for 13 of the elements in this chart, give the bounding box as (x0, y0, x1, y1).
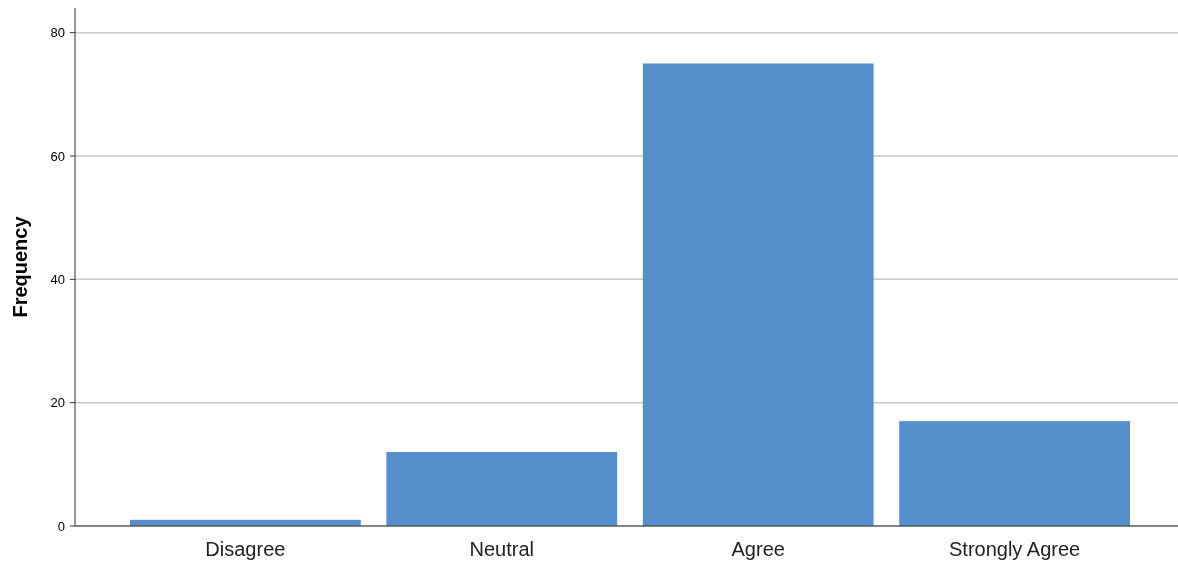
x-tick-label: Neutral (469, 538, 535, 560)
x-tick-label: Agree (731, 538, 785, 560)
x-tick-label: Strongly Agree (949, 538, 1081, 560)
bar (899, 421, 1130, 526)
y-tick-label: 60 (50, 148, 65, 164)
y-tick-label: 0 (57, 518, 65, 534)
y-tick-label: 80 (50, 25, 65, 41)
y-tick-label: 20 (50, 395, 65, 411)
y-axis-title: Frequency (9, 215, 31, 318)
bar (642, 63, 874, 526)
bar (386, 452, 618, 526)
y-tick-label: 40 (50, 271, 65, 287)
x-tick-label: Disagree (205, 538, 286, 560)
